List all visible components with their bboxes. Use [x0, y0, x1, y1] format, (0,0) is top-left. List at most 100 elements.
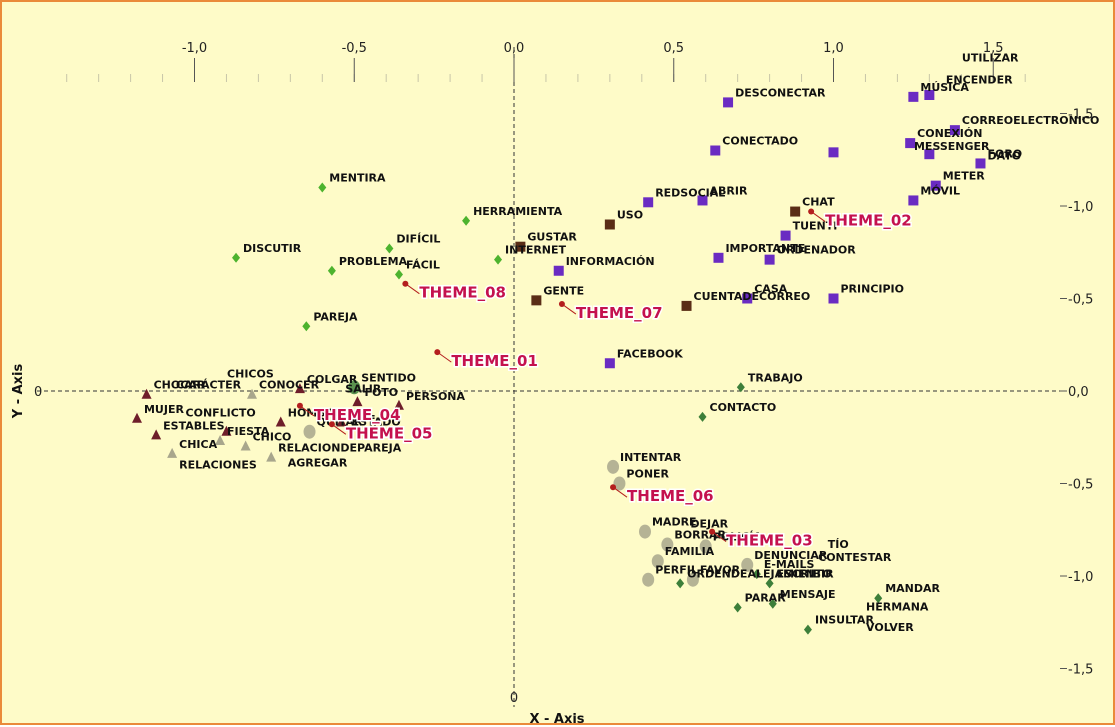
point-label: POLICÍA [713, 530, 763, 543]
point-label: SENTIDO [361, 371, 416, 384]
point-circle [642, 572, 655, 587]
point-triangle [294, 383, 305, 394]
point-label: CORREOELECTRONICO [962, 114, 1099, 127]
point-label: SALIR [345, 382, 382, 395]
point-label: E-MAILS [764, 558, 815, 571]
point-label: FACEBOOK [617, 347, 683, 360]
point-label: CHAT [802, 196, 835, 209]
y-tick-label: -1,5 [1068, 108, 1093, 123]
point-square [697, 195, 708, 206]
point-label: HERMANA [866, 601, 929, 614]
point-square [975, 158, 986, 169]
point-triangle [167, 447, 178, 458]
point-label: PROBLEMA [339, 255, 408, 268]
point-label: ORDENDEALEJAMIENTO [687, 567, 832, 580]
x-zero-label: 0 [510, 691, 518, 706]
point-square [949, 125, 960, 136]
point-label: PONER [626, 468, 669, 481]
point-label: MUJER [144, 403, 184, 416]
point-triangle [336, 416, 347, 427]
point-diamond [752, 569, 761, 580]
point-diamond [736, 382, 745, 393]
point-diamond [494, 254, 503, 265]
point-diamond [676, 578, 685, 589]
point-square [713, 252, 724, 263]
point-label: CHOCAR [154, 379, 206, 392]
point-label: CONEXIÓN [917, 127, 982, 140]
point-triangle [215, 434, 226, 445]
point-label: INTERNET [505, 244, 567, 257]
point-square [710, 145, 721, 156]
theme-label: THEME_02 [825, 212, 912, 230]
point-square [681, 300, 692, 311]
point-triangle [151, 429, 162, 440]
point-label: FÁCIL [406, 258, 440, 271]
point-label: MENTIRA [329, 172, 386, 185]
point-label: INSULTAR [815, 614, 875, 627]
point-label: FORO [987, 147, 1022, 160]
point-label: MAL [348, 406, 374, 419]
point-label: PARAR [745, 591, 787, 604]
point-diamond [803, 624, 812, 635]
point-label: TÍO [828, 538, 849, 551]
point-label: IMPORTANTE [725, 242, 805, 255]
point-label: ORDENADOR [777, 244, 857, 257]
point-square [553, 265, 564, 276]
point-triangle [141, 388, 152, 399]
theme-marker [434, 349, 441, 356]
point-label: MESSENGER [914, 140, 990, 153]
theme-label: THEME_04 [314, 406, 401, 424]
point-diamond [874, 593, 883, 604]
point-square [764, 254, 775, 265]
point-square [908, 91, 919, 102]
theme-label: THEME_08 [419, 284, 506, 302]
point-label: MANDAR [885, 582, 940, 595]
point-label: ESTADO [352, 416, 401, 429]
point-label: DIFÍCIL [396, 233, 440, 246]
point-triangle [266, 451, 277, 462]
point-label: CHICOS [227, 368, 274, 381]
theme-label: THEME_06 [627, 487, 714, 505]
point-label: CONFLICTO [186, 406, 256, 419]
point-label: GUSTAR [527, 231, 577, 244]
point-diamond [733, 602, 742, 613]
theme-label: THEME_05 [346, 424, 433, 442]
point-square [828, 293, 839, 304]
point-label: MÚSICA [920, 81, 969, 94]
point-triangle [247, 388, 258, 399]
point-triangle [352, 396, 363, 407]
point-triangle [393, 399, 404, 410]
themes-layer: THEME_02 THEME_08 THEME_07 THEME_01 THEME_04… [296, 208, 913, 551]
point-label: FOTO [364, 386, 398, 399]
point-label: ABRIR [710, 184, 748, 197]
axes-layer [37, 47, 1064, 707]
point-label: DISCUTIR [243, 242, 302, 255]
point-diamond [318, 182, 327, 193]
point-label: FIESTA [227, 425, 270, 438]
ticks-layer: -1,0 -0,5 0,0 0,5 1,0 1,5 -1,5 -1,0 -0,5 0,0 -0,5 -… [34, 41, 1093, 706]
point-label: PERSONA [406, 390, 466, 403]
y-tick-label: -0,5 [1068, 478, 1093, 493]
theme-marker [296, 402, 303, 409]
point-label: COLGAR [307, 373, 358, 386]
point-label: TRABAJO [748, 371, 803, 384]
point-label: DESCONECTAR [735, 86, 826, 99]
point-label: DENUNCIAR [754, 549, 828, 562]
point-circle [607, 459, 620, 474]
point-square [723, 97, 734, 108]
point-label: CASA [754, 283, 788, 296]
point-label: UTILIZAR [962, 51, 1019, 64]
point-circle [348, 380, 361, 395]
point-label: CUENTADECORREO [694, 290, 811, 303]
point-label: PERFIL [655, 564, 698, 577]
theme-label: THEME_01 [451, 352, 538, 370]
point-diamond [698, 411, 707, 422]
x-tick-label: 1,0 [823, 41, 844, 56]
point-diamond [232, 252, 241, 263]
point-label: FAMILIA [665, 545, 715, 558]
point-label: CONECTADO [722, 135, 798, 148]
point-label: AGREGAR [288, 456, 348, 469]
point-square [515, 241, 526, 252]
